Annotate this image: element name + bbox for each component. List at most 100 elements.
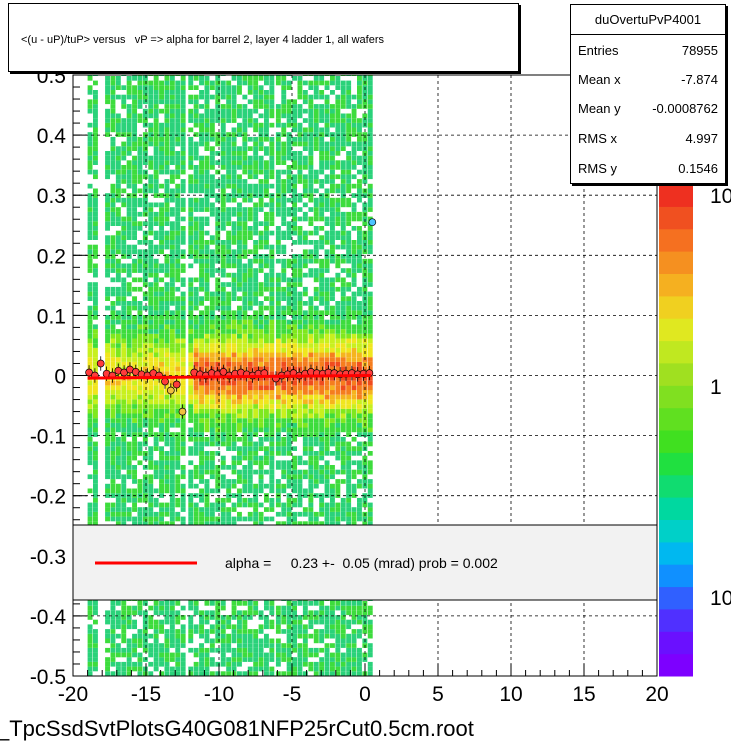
heatmap-cell [313, 329, 319, 334]
heatmap-cell [148, 521, 154, 526]
heatmap-cell [193, 352, 199, 358]
heatmap-cell [93, 404, 98, 409]
heatmap-cell [215, 104, 221, 109]
heatmap-cell [87, 441, 93, 447]
heatmap-cell [319, 610, 325, 616]
heatmap-cell [209, 343, 215, 348]
heatmap-cell [308, 268, 314, 273]
heatmap-cell [335, 413, 341, 419]
heatmap-cell [242, 624, 248, 630]
heatmap-cell [247, 516, 253, 522]
heatmap-cell [137, 146, 143, 151]
heatmap-cell [180, 469, 186, 475]
heatmap-cell [110, 418, 116, 423]
heatmap-cell [313, 413, 319, 419]
heatmap-cell [242, 404, 248, 409]
heatmap-cell [324, 376, 330, 381]
heatmap-cell [231, 361, 237, 367]
heatmap-cell [105, 169, 110, 175]
heatmap-cell [330, 516, 335, 522]
heatmap-cell [319, 197, 325, 203]
heatmap-cell [292, 502, 297, 508]
heatmap-cell [87, 413, 93, 419]
heatmap-cell [110, 338, 116, 344]
heatmap-cell [209, 127, 215, 133]
heatmap-cell [340, 394, 346, 400]
heatmap-cell [87, 160, 93, 165]
heatmap-cell [121, 216, 127, 222]
heatmap-cell [346, 610, 352, 616]
heatmap-cell [199, 657, 204, 662]
heatmap-cell [308, 666, 314, 672]
heatmap-cell [220, 507, 226, 512]
heatmap-cell [269, 197, 275, 203]
heatmap-cell [137, 136, 143, 142]
heatmap-cell [258, 446, 264, 451]
heatmap-cell [87, 385, 93, 391]
heatmap-cell [87, 99, 93, 105]
heatmap-cell [264, 329, 269, 334]
heatmap-cell [335, 657, 341, 662]
heatmap-cell [199, 629, 204, 634]
heatmap-cell [215, 638, 221, 644]
heatmap-cell [164, 329, 170, 334]
heatmap-cell [121, 277, 127, 283]
heatmap-cell [330, 183, 335, 189]
heatmap-cell [215, 216, 221, 222]
heatmap-cell [180, 291, 186, 297]
heatmap-cell [175, 399, 181, 405]
heatmap-cell [330, 169, 335, 175]
heatmap-cell [164, 638, 170, 644]
heatmap-cell [340, 282, 346, 287]
heatmap-cell [247, 197, 253, 203]
heatmap-cell [121, 446, 127, 451]
heatmap-cell [121, 305, 127, 311]
heatmap-cell [164, 666, 170, 672]
heatmap-cell [346, 516, 352, 522]
heatmap-cell [110, 507, 116, 512]
heatmap-cell [121, 319, 127, 325]
heatmap-cell [126, 268, 132, 273]
heatmap-cell [292, 329, 297, 334]
heatmap-cell [258, 404, 264, 409]
heatmap-cell [132, 347, 137, 353]
heatmap-cell [215, 76, 221, 81]
heatmap-cell [247, 347, 253, 353]
heatmap-cell [286, 418, 292, 423]
heatmap-cell [87, 624, 93, 630]
heatmap-cell [153, 343, 159, 348]
heatmap-cell [335, 329, 341, 334]
heatmap-cell [253, 188, 259, 194]
heatmap-cell [242, 277, 248, 283]
heatmap-cell [281, 357, 287, 362]
heatmap-cell [175, 610, 181, 616]
heatmap-cell [169, 258, 175, 264]
heatmap-cell [242, 310, 248, 316]
heatmap-cell [164, 455, 170, 461]
heatmap-cell [330, 521, 335, 526]
heatmap-cell [275, 399, 281, 405]
heatmap-cell [105, 160, 110, 165]
heatmap-cell [313, 469, 319, 475]
heatmap-cell [226, 338, 232, 344]
heatmap-cell [231, 324, 237, 330]
heatmap-cell [324, 80, 330, 86]
heatmap-cell [159, 619, 164, 625]
heatmap-cell [87, 254, 93, 259]
heatmap-cell [164, 324, 170, 330]
heatmap-cell [110, 441, 116, 447]
heatmap-cell [199, 652, 204, 658]
heatmap-cell [199, 80, 204, 86]
heatmap-cell [175, 436, 181, 442]
heatmap-cell [188, 638, 194, 644]
heatmap-cell [313, 94, 319, 100]
heatmap-cell [169, 601, 175, 606]
heatmap-cell [132, 361, 137, 367]
heatmap-cell [215, 118, 221, 123]
heatmap-cell [237, 108, 242, 114]
heatmap-cell [121, 155, 127, 161]
heatmap-cell [93, 202, 98, 208]
heatmap-cell [269, 165, 275, 170]
heatmap-cell [286, 118, 292, 123]
heatmap-cell [159, 296, 164, 301]
